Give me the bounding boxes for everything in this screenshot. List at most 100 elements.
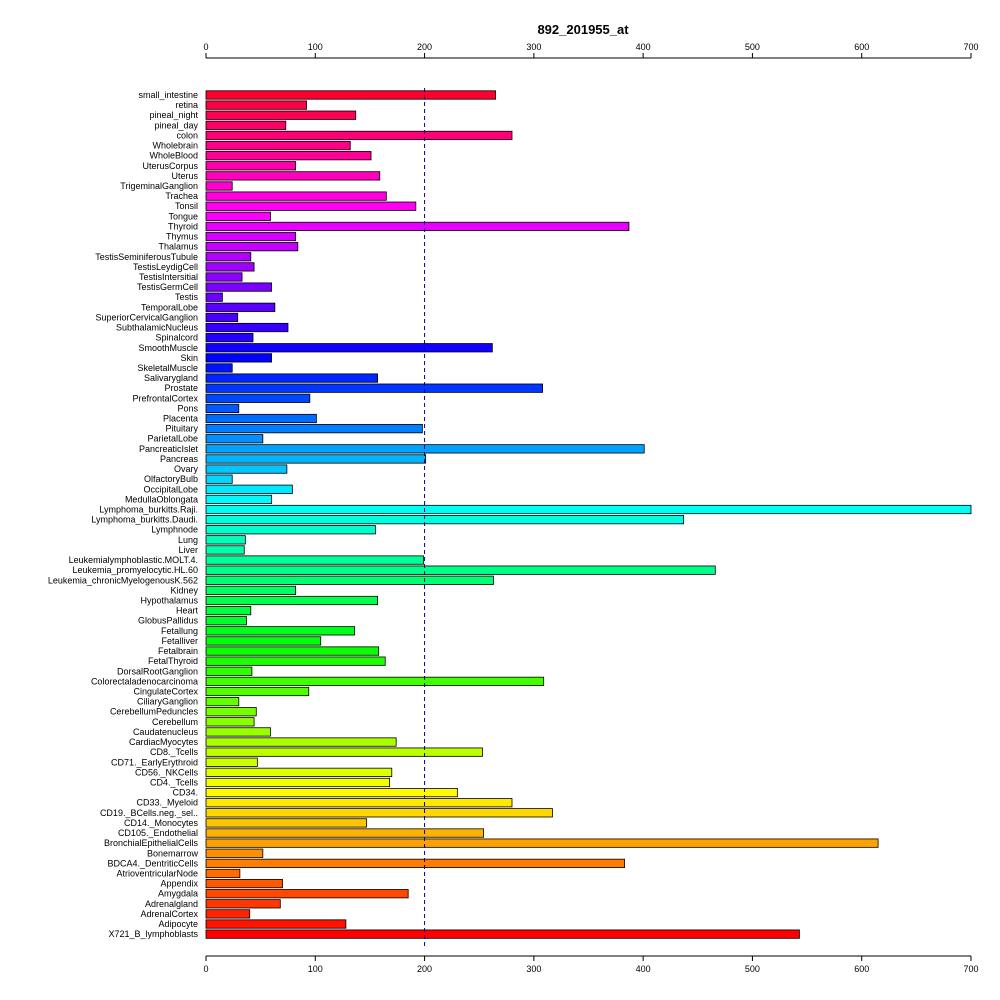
x-tick-label: 100 — [308, 42, 323, 52]
bar — [205, 545, 245, 555]
category-label: Spinalcord — [155, 333, 198, 343]
category-label: SkeletalMuscle — [137, 363, 198, 373]
bar — [205, 727, 271, 737]
bar — [205, 161, 297, 171]
bar — [205, 191, 387, 201]
x-tick-label: 300 — [526, 42, 541, 52]
bar — [205, 798, 513, 808]
x-tick-label: 700 — [963, 964, 978, 974]
bar — [205, 474, 233, 484]
category-label: small_intestine — [138, 90, 198, 100]
bar — [205, 626, 356, 636]
category-label: SubthalamicNucleus — [116, 323, 199, 333]
bar — [205, 90, 497, 100]
category-label: Placenta — [163, 414, 198, 424]
category-labels: small_intestineretinapineal_nightpineal_… — [48, 90, 199, 939]
category-label: TrigeminalGanglion — [120, 181, 198, 191]
category-label: TestisGermCell — [137, 282, 198, 292]
category-label: CD105._Endothelial — [118, 828, 198, 838]
category-label: GlobusPallidus — [138, 616, 199, 626]
category-label: Thalamus — [158, 242, 198, 252]
bar — [205, 403, 240, 414]
category-label: Cerebellum — [152, 717, 198, 727]
bar — [205, 848, 264, 858]
bar — [205, 636, 322, 646]
chart-title: 892_201955_at — [537, 22, 629, 37]
category-label: MedullaOblongata — [125, 494, 198, 504]
bar — [205, 808, 553, 818]
bar — [205, 140, 351, 151]
category-label: Bonemarrow — [147, 848, 199, 858]
category-label: TestisIntersitial — [139, 272, 198, 282]
category-label: CD14._Monocytes — [124, 818, 199, 828]
bar — [205, 838, 879, 848]
bar — [205, 717, 255, 727]
category-label: Lung — [178, 535, 198, 545]
bar — [205, 656, 386, 666]
bar — [205, 312, 239, 323]
category-label: Salivarygland — [144, 373, 198, 383]
category-label: Thymus — [166, 232, 199, 242]
category-label: Hypothalamus — [140, 596, 198, 606]
x-tick-label: 200 — [417, 964, 432, 974]
bar — [205, 434, 264, 444]
category-label: Tonsil — [175, 201, 198, 211]
category-label: WholeBlood — [149, 151, 198, 161]
x-tick-label: 400 — [636, 42, 651, 52]
bar — [205, 575, 494, 585]
category-label: SuperiorCervicalGanglion — [95, 312, 198, 322]
bar — [205, 909, 251, 919]
category-label: pineal_day — [154, 120, 198, 130]
bar — [205, 697, 240, 707]
bar — [205, 686, 310, 697]
x-tick-label: 500 — [745, 42, 760, 52]
bar — [205, 302, 276, 312]
category-label: Pancreas — [160, 454, 199, 464]
category-label: PancreaticIslet — [139, 444, 199, 454]
category-label: Fetalbrain — [158, 646, 198, 656]
category-label: Leukemia_promyelocytic.HL.60 — [72, 565, 198, 575]
bar — [205, 454, 427, 464]
category-label: AdrenalCortex — [140, 909, 198, 919]
category-label: Heart — [176, 606, 199, 616]
bar — [205, 252, 252, 262]
bar — [205, 292, 223, 302]
bar — [205, 777, 391, 788]
category-label: Thyroid — [168, 221, 198, 231]
bar — [205, 110, 357, 120]
bar — [205, 373, 378, 383]
category-label: Fetallung — [161, 626, 198, 636]
category-label: CD33._Myeloid — [136, 798, 198, 808]
category-label: Lymphoma_burkitts.Daudi. — [91, 515, 198, 525]
bar — [205, 767, 393, 777]
bar — [205, 899, 281, 909]
x-tick-label: 500 — [745, 964, 760, 974]
bar — [205, 262, 255, 272]
bar — [205, 889, 409, 899]
bar — [205, 787, 458, 798]
bar — [205, 272, 243, 282]
x-tick-label: 600 — [854, 964, 869, 974]
bar — [205, 676, 545, 686]
category-label: CiliaryGanglion — [137, 697, 198, 707]
category-label: CD8._Tcells — [150, 747, 199, 757]
bar — [205, 737, 397, 747]
category-label: CerebellumPeduncles — [110, 707, 199, 717]
category-label: Leukemia_chronicMyelogenousK.562 — [48, 575, 198, 585]
bar — [205, 606, 252, 616]
bar — [205, 201, 417, 211]
category-label: BDCA4._DentriticCells — [107, 858, 198, 868]
category-label: OccipitalLobe — [143, 484, 198, 494]
bar — [205, 858, 625, 868]
category-label: pineal_night — [149, 110, 198, 120]
bar — [205, 353, 272, 363]
bar — [205, 616, 247, 626]
category-label: Kidney — [170, 585, 198, 595]
bar — [205, 919, 347, 929]
category-label: Liver — [178, 545, 198, 555]
bar — [205, 383, 544, 393]
bar — [205, 565, 716, 575]
category-label: retina — [175, 100, 198, 110]
bar — [205, 120, 287, 130]
category-label: Leukemialymphoblastic.MOLT.4. — [69, 555, 198, 565]
